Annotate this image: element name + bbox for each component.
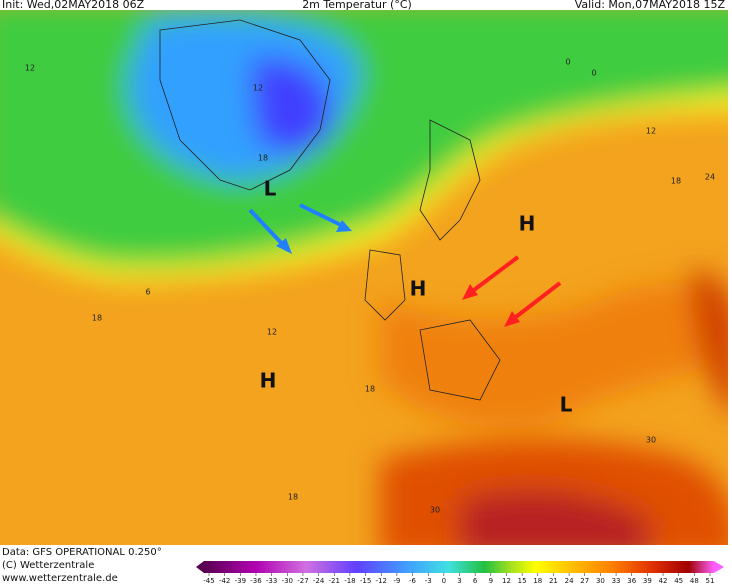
colorbar-tick-label: -18: [344, 577, 355, 585]
copyright: (C) Wetterzentrale: [2, 560, 94, 571]
contour-label: 30: [430, 506, 440, 515]
contour-label: 12: [267, 328, 277, 337]
colorbar-tick-label: 21: [549, 577, 558, 585]
pressure-center: H: [410, 277, 427, 301]
colorbar-tick-label: 30: [596, 577, 605, 585]
colorbar-tick-label: -21: [329, 577, 340, 585]
contour-label: 6: [145, 288, 150, 297]
colorbar-tick-label: 33: [612, 577, 621, 585]
colorbar-tick-label: -12: [376, 577, 387, 585]
colorbar-tick-label: 18: [533, 577, 542, 585]
colorbar-arrow: [714, 561, 724, 573]
arrow-head: [336, 220, 352, 232]
contour-label: 0: [591, 69, 596, 78]
colorbar-tick-label: -33: [266, 577, 277, 585]
arrow-head: [276, 238, 292, 254]
colorbar-tick-label: 6: [473, 577, 478, 585]
colorbar-arrow: [196, 561, 204, 573]
contour-label: 18: [671, 177, 681, 186]
colorbar-tick-label: -42: [219, 577, 230, 585]
colorbar-tick-label: 39: [643, 577, 652, 585]
pressure-center: H: [260, 369, 277, 393]
colorbar-tick-label: 48: [690, 577, 699, 585]
colorbar-tick-label: 0: [442, 577, 446, 585]
coastline: [159, 19, 501, 401]
colorbar-tick-label: 27: [580, 577, 589, 585]
init-time: Init: Wed,02MAY2018 06Z: [2, 0, 145, 11]
colorbar-tick-label: -27: [297, 577, 308, 585]
colorbar-tick-label: -3: [425, 577, 432, 585]
contour-label: 24: [705, 173, 715, 182]
colorbar-tick-label: -6: [409, 577, 417, 585]
arrow: [510, 281, 562, 322]
colorbar-tick-label: 12: [502, 577, 511, 585]
contour-label: 12: [25, 64, 35, 73]
arrow-head: [462, 284, 478, 300]
pressure-center: L: [560, 393, 573, 417]
map-title: 2m Temperatur (°C): [302, 0, 412, 11]
contour-label: 18: [365, 385, 375, 394]
colorbar-tick-label: 15: [518, 577, 527, 585]
contour-label: 12: [646, 127, 656, 136]
colorbar-tick-label: -30: [282, 577, 293, 585]
arrow: [299, 203, 346, 229]
colorbar-tick-label: 9: [489, 577, 493, 585]
colorbar-tick-label: 3: [457, 577, 461, 585]
colorbar-tick-label: 36: [627, 577, 636, 585]
contour-label: 12: [253, 84, 263, 93]
contour-label: 0: [565, 58, 570, 67]
colorbar-tick-label: 45: [674, 577, 683, 585]
contour-label: 18: [92, 314, 102, 323]
colorbar-tick-label: -39: [235, 577, 246, 585]
arrow: [468, 255, 520, 295]
colorbar: [204, 561, 714, 573]
colorbar-tick-label: -45: [203, 577, 214, 585]
colorbar-tick-label: -36: [250, 577, 262, 585]
contour-label: 30: [646, 436, 656, 445]
arrow-head: [504, 311, 520, 327]
contour-label: 18: [288, 493, 298, 502]
data-source: Data: GFS OPERATIONAL 0.250°: [2, 547, 162, 558]
contour-label: 18: [258, 154, 268, 163]
temperature-field: [0, 10, 728, 545]
colorbar-tick-label: -24: [313, 577, 325, 585]
colorbar-tick-label: 24: [565, 577, 574, 585]
website: www.wetterzentrale.de: [2, 573, 118, 584]
colorbar-tick-label: 42: [659, 577, 668, 585]
pressure-center: L: [264, 177, 277, 201]
colorbar-tick-label: 51: [706, 577, 715, 585]
colorbar-tick-label: -15: [360, 577, 371, 585]
colorbar-tick-label: -9: [393, 577, 400, 585]
valid-time: Valid: Mon,07MAY2018 15Z: [575, 0, 726, 11]
pressure-center: H: [519, 212, 536, 236]
